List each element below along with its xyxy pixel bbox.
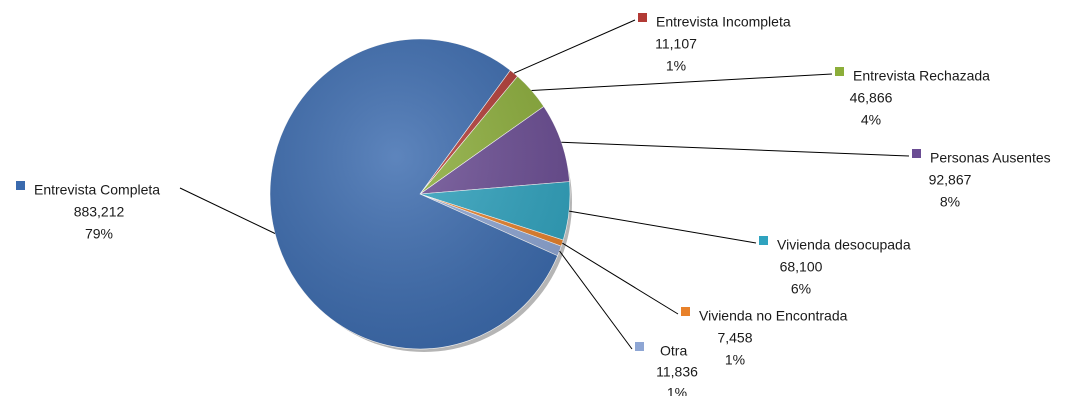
leader-line-vivienda-desocupada: [569, 210, 757, 244]
leader-line-personas-ausentes: [561, 141, 910, 157]
legend-swatch-personas-ausentes: [912, 149, 921, 158]
slice-label-personas-ausentes: Personas Ausentes: [930, 150, 1051, 166]
slice-percent-entrevista-rechazada: 4%: [861, 112, 881, 128]
slice-percent-vivienda-no-encontrada: 1%: [725, 352, 745, 368]
slice-percent-entrevista-incompleta: 1%: [666, 58, 686, 74]
slice-label-entrevista-incompleta: Entrevista Incompleta: [656, 14, 791, 30]
legend-swatch-vivienda-no-encontrada: [681, 307, 690, 316]
slice-label-entrevista-completa: Entrevista Completa: [34, 182, 160, 198]
leader-line-entrevista-rechazada: [531, 73, 833, 91]
slice-value-personas-ausentes: 92,867: [929, 172, 972, 188]
legend-swatch-otra: [635, 342, 644, 351]
slice-label-otra: Otra: [660, 343, 687, 359]
leader-line-otra: [559, 250, 633, 350]
slice-percent-personas-ausentes: 8%: [940, 194, 960, 210]
leader-line-entrevista-incompleta: [513, 19, 636, 74]
slice-percent-entrevista-completa: 79%: [85, 226, 113, 242]
slice-label-vivienda-desocupada: Vivienda desocupada: [777, 237, 911, 253]
slice-value-otra: 11,836: [656, 364, 698, 380]
legend-swatch-entrevista-completa: [16, 181, 25, 190]
slice-value-entrevista-incompleta: 11,107: [655, 36, 697, 52]
slice-labels: Entrevista Incompleta 11,107 1% Entrevista …: [16, 13, 1051, 396]
slice-value-vivienda-desocupada: 68,100: [780, 259, 823, 275]
slice-label-vivienda-no-encontrada: Vivienda no Encontrada: [699, 308, 848, 324]
legend-swatch-vivienda-desocupada: [759, 236, 768, 245]
slice-percent-otra: 1%: [667, 385, 687, 396]
slice-value-vivienda-no-encontrada: 7,458: [717, 330, 752, 346]
leader-lines: [179, 19, 910, 350]
legend-swatch-entrevista-incompleta: [638, 13, 647, 22]
leader-line-entrevista-completa: [179, 187, 276, 234]
pie-slices: [269, 38, 571, 350]
leader-line-vivienda-no-encontrada: [562, 242, 679, 315]
slice-percent-vivienda-desocupada: 6%: [791, 281, 811, 297]
legend-swatch-entrevista-rechazada: [835, 67, 844, 76]
slice-value-entrevista-completa: 883,212: [74, 204, 125, 220]
slice-label-entrevista-rechazada: Entrevista Rechazada: [853, 68, 990, 84]
slice-value-entrevista-rechazada: 46,866: [850, 90, 893, 106]
